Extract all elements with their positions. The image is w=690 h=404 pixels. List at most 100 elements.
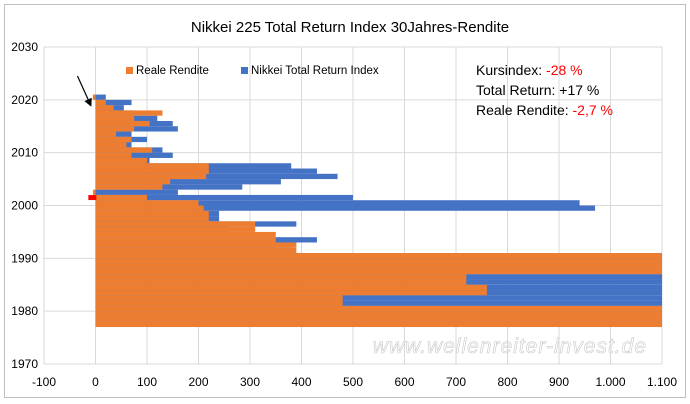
arrow-head <box>84 97 92 107</box>
bar <box>95 258 662 264</box>
bar <box>95 126 135 132</box>
x-tick-label: 500 <box>343 375 363 389</box>
bar <box>95 110 163 116</box>
bar <box>95 242 297 248</box>
bar <box>92 189 96 195</box>
bar <box>95 300 662 306</box>
annotation-total-return-label: Total Return: <box>476 82 559 98</box>
annotation-kursindex: Kursindex: -28 % <box>476 62 583 78</box>
bar <box>95 131 117 137</box>
bar <box>95 179 281 185</box>
bar <box>95 295 343 301</box>
bar <box>95 200 199 206</box>
chart-frame: Nikkei 225 Total Return Index 30Jahres-R… <box>4 4 686 398</box>
bar <box>95 168 209 174</box>
bar <box>95 216 209 222</box>
bar <box>95 194 147 201</box>
bar <box>95 290 487 296</box>
bar <box>95 142 127 148</box>
chart: Nikkei 225 Total Return Index 30Jahres-R… <box>11 19 677 389</box>
arrow <box>76 75 92 107</box>
marker-point <box>88 195 97 201</box>
bar <box>95 253 662 259</box>
bar <box>95 179 171 185</box>
x-tick-label: 600 <box>394 375 414 389</box>
bar <box>95 274 467 280</box>
bar <box>95 210 209 217</box>
bar <box>95 284 487 291</box>
bar <box>95 263 662 269</box>
series-kursindex-marker <box>88 195 97 201</box>
bar <box>95 316 662 322</box>
x-tick-label: 200 <box>188 375 208 389</box>
bar <box>95 184 243 190</box>
annotation-kursindex-label: Kursindex: <box>476 62 546 78</box>
arrow-line <box>76 75 89 100</box>
bar <box>95 152 132 158</box>
bar <box>95 163 209 169</box>
bar <box>95 200 580 206</box>
bar <box>95 279 467 285</box>
bar <box>95 99 132 106</box>
y-tick-label: 2000 <box>11 199 38 213</box>
x-tick-label: 300 <box>240 375 260 389</box>
bar <box>95 152 173 158</box>
x-tick-label: 800 <box>497 375 517 389</box>
bar <box>95 231 276 238</box>
bar <box>95 295 662 301</box>
y-axis-tick-labels: 1970 1980 1990 2000 2010 2020 2030 <box>11 40 38 371</box>
legend-swatch-nikkei-total-return-index <box>241 67 248 74</box>
bar <box>95 237 276 243</box>
annotation-total-return-value: +17 % <box>559 82 599 98</box>
bar <box>95 136 132 143</box>
bar <box>95 321 662 328</box>
legend-label-reale-rendite: Reale Rendite <box>136 65 209 77</box>
y-tick-label: 1970 <box>11 357 38 371</box>
bar <box>95 94 106 100</box>
y-tick-label: 2020 <box>11 93 38 107</box>
x-tick-label: 1.100 <box>647 375 677 389</box>
annotation-reale-rendite-label: Reale Rendite: <box>476 102 573 118</box>
bar <box>95 311 662 317</box>
bar <box>95 300 343 306</box>
bar <box>95 120 150 127</box>
watermark: www.wellenreiter-invest.de <box>373 335 647 358</box>
bar <box>95 205 596 211</box>
bar <box>95 194 353 201</box>
bar <box>95 115 135 121</box>
x-tick-label: 700 <box>446 375 466 389</box>
annotation-reale-rendite-value: -2,7 % <box>573 102 613 118</box>
x-tick-label: 100 <box>137 375 157 389</box>
bar <box>95 247 297 254</box>
x-tick-label: -100 <box>32 375 56 389</box>
y-tick-label: 1990 <box>11 251 38 265</box>
annotation-box: Kursindex: -28 % Total Return: +17 % Rea… <box>476 62 613 118</box>
x-axis-tick-labels: -100 0 100 200 300 400 500 600 700 800 900 1.000 1.1… <box>32 375 677 389</box>
bar <box>95 221 256 227</box>
chart-title: Nikkei 225 Total Return Index 30Jahres-R… <box>191 19 509 36</box>
bar <box>95 205 204 211</box>
bar <box>95 268 662 275</box>
annotation-total-return: Total Return: +17 % <box>476 82 599 98</box>
bar <box>95 173 207 180</box>
y-tick-label: 2010 <box>11 146 38 160</box>
legend: Reale Rendite Nikkei Total Return Index <box>126 65 379 77</box>
bar <box>95 226 256 232</box>
annotation-reale-rendite: Reale Rendite: -2,7 % <box>476 102 613 118</box>
bar <box>95 147 153 153</box>
x-tick-label: 900 <box>549 375 569 389</box>
bar <box>95 173 338 180</box>
bar <box>95 157 147 164</box>
annotation-kursindex-value: -28 % <box>546 62 583 78</box>
bar <box>95 305 662 312</box>
bar <box>95 99 106 106</box>
x-tick-label: 0 <box>92 375 99 389</box>
legend-swatch-reale-rendite <box>126 67 133 74</box>
bar <box>95 184 163 190</box>
legend-label-nikkei-total-return-index: Nikkei Total Return Index <box>251 65 379 77</box>
bar <box>92 94 96 100</box>
x-tick-label: 1.000 <box>595 375 625 389</box>
bar <box>95 189 178 195</box>
y-tick-label: 1980 <box>11 304 38 318</box>
y-tick-label: 2030 <box>11 40 38 54</box>
